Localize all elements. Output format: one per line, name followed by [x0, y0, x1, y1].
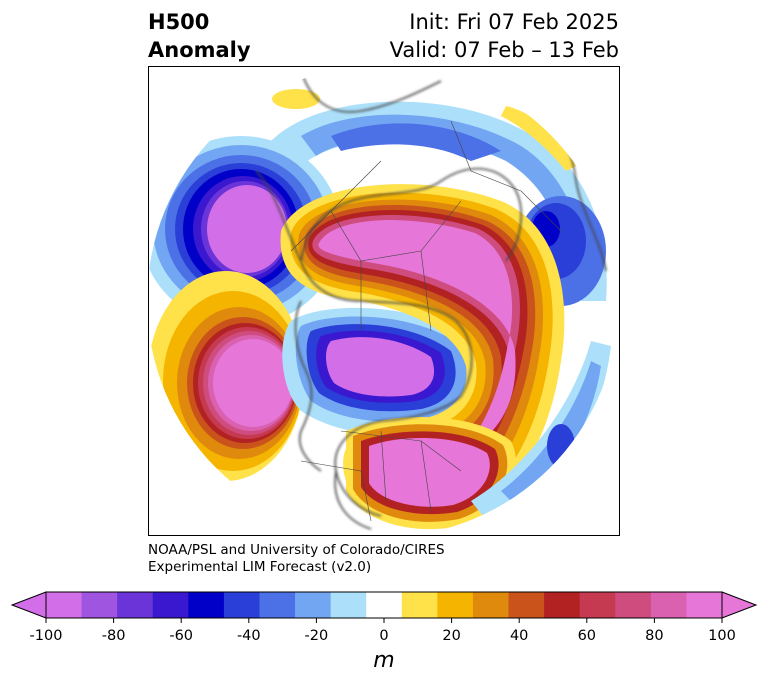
- positive-anomaly-northeast: [501, 106, 576, 171]
- colorbar-tick-label: -60: [169, 628, 194, 644]
- colorbar-bin: [188, 592, 225, 618]
- colorbar-bin: [81, 592, 118, 618]
- colorbar: [10, 591, 758, 623]
- forecast-dates: Init: Fri 07 Feb 2025 Valid: 07 Feb – 13…: [390, 8, 619, 64]
- title-line-2: Anomaly: [148, 38, 251, 62]
- credit-line-2: Experimental LIM Forecast (v2.0): [148, 559, 372, 575]
- credit-text: NOAA/PSL and University of Colorado/CIRE…: [148, 542, 445, 576]
- chart-title: H500 Anomaly: [148, 8, 251, 64]
- colorbar-bin: [650, 592, 687, 618]
- init-date: Init: Fri 07 Feb 2025: [409, 10, 619, 34]
- colorbar-bin: [686, 592, 723, 618]
- colorbar-bin: [437, 592, 474, 618]
- coastlines: [255, 70, 607, 530]
- colorbar-tick-label: -80: [101, 628, 126, 644]
- colorbar-unit-label: m: [373, 648, 395, 673]
- positive-anomaly-southeast-us: [346, 417, 516, 530]
- colorbar-tick-label: 100: [708, 628, 736, 644]
- valid-range: Valid: 07 Feb – 13 Feb: [389, 38, 619, 62]
- colorbar-bin: [259, 592, 296, 618]
- colorbar-bin: [401, 592, 438, 618]
- colorbar-bin: [508, 592, 545, 618]
- state-province-borders: [290, 120, 562, 522]
- colorbar-bin: [579, 592, 616, 618]
- credit-line-1: NOAA/PSL and University of Colorado/CIRE…: [148, 542, 445, 558]
- colorbar-tick-label: -40: [236, 628, 261, 644]
- colorbar-bin: [117, 592, 154, 618]
- positive-anomaly-east-pacific: [149, 271, 304, 481]
- map-panel: [148, 66, 620, 536]
- colorbar-bin: [366, 592, 403, 618]
- negative-anomaly-central: [282, 307, 479, 435]
- colorbar-tick-label: 40: [509, 628, 529, 644]
- colorbar-extend-low: [10, 591, 47, 619]
- colorbar-tick-label: -20: [304, 628, 329, 644]
- colorbar-tick-label: 20: [442, 628, 461, 644]
- colorbar-bin: [295, 592, 332, 618]
- positive-anomaly-top: [272, 89, 320, 109]
- colorbar-bin: [544, 592, 581, 618]
- colorbar-bin: [330, 592, 367, 618]
- colorbar-tick-label: -100: [29, 628, 63, 644]
- colorbar-extend-high: [721, 591, 758, 619]
- anomaly-map: [149, 67, 619, 535]
- colorbar-bin: [472, 592, 510, 618]
- colorbar-bin: [46, 592, 83, 618]
- colorbar-bin: [615, 592, 652, 618]
- negative-anomaly-west-pacific: [149, 136, 341, 326]
- colorbar-tick-label: 60: [577, 628, 597, 644]
- colorbar-tick-label: 0: [379, 628, 389, 644]
- title-line-1: H500: [148, 10, 210, 34]
- colorbar-tick-label: 80: [645, 628, 664, 644]
- colorbar-bin: [223, 592, 260, 618]
- colorbar-bin: [152, 592, 189, 618]
